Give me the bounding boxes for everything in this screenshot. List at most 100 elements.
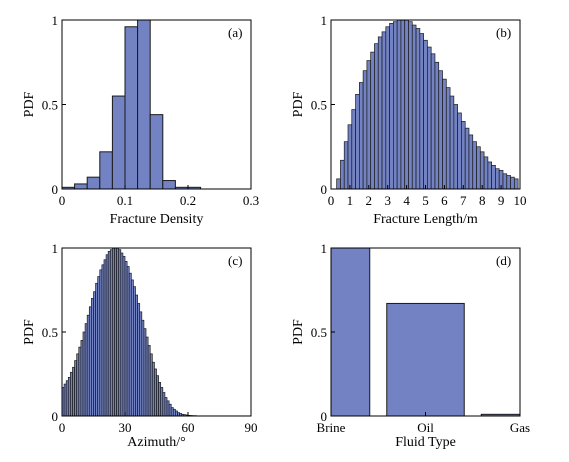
histogram-bar [487,161,492,190]
panel-a-xlabel: Fracture Density [110,212,204,227]
panel-a: (a) 0 0.1 0.2 0.3 0 0.5 1 Fracture Density PDF [22,13,259,227]
histogram-bar [370,51,375,190]
histogram-bar [449,95,455,190]
histogram-bar [472,141,477,190]
histogram-bar [99,151,113,190]
histogram-bar [461,121,466,190]
histogram-bar [355,94,360,190]
histogram-bar [362,70,368,190]
x-tick-label: 6 [441,193,448,208]
histogram-bar [162,180,176,190]
histogram-bar [149,114,164,190]
y-tick-label: 0.5 [42,98,58,113]
x-tick-label: 10 [514,193,527,208]
histogram-bar [366,60,372,190]
panel-c-ylabel: PDF [22,319,37,345]
y-tick-label: 0 [321,409,328,424]
histogram-bar [404,19,409,190]
histogram-bar [377,36,383,190]
panel-d: (d) Brine Oil Gas 0 0.5 1 Fluid Type PDF [291,241,530,450]
panel-c-label: (c) [228,253,242,268]
histogram-bar [491,164,496,190]
histogram-bar [137,19,151,190]
x-tick-label: 0 [59,193,66,208]
x-tick-label: 0.3 [243,193,259,208]
x-tick-label: 30 [119,420,132,435]
histogram-bar [427,46,432,190]
histogram-bar [483,156,489,190]
y-tick-label: 1 [52,13,59,28]
panel-b-bars [336,19,519,190]
histogram-bar [464,127,470,190]
panel-d-xlabel: Fluid Type [395,435,456,450]
panel-d-label: (d) [496,253,511,268]
panel-b-xlabel: Fracture Length/m [373,212,478,227]
y-tick-label: 1 [52,241,59,256]
x-tick-label: 0 [328,193,335,208]
histogram-bar [442,78,447,190]
x-tick-label: 0.2 [180,193,196,208]
panel-a-label: (a) [228,25,242,40]
histogram-bar [506,175,511,190]
x-tick-label: Oil [417,420,434,435]
x-tick-label: 90 [245,420,258,435]
x-tick-label: Gas [510,420,530,435]
x-tick-label: 2 [366,193,373,208]
histogram-bar [343,141,349,190]
histogram-bar [359,82,364,190]
histogram-bar [396,19,402,190]
histogram-bar [419,33,424,190]
histogram-bar [385,26,390,190]
histogram-bar [479,151,485,190]
histogram-bar [513,178,519,190]
histogram-bar [423,39,428,190]
histogram-bar [393,21,398,190]
histogram-bar [111,95,126,190]
y-tick-label: 0 [321,182,328,197]
y-tick-label: 0 [52,182,59,197]
histogram-bar [502,173,508,190]
x-tick-label: 60 [182,420,195,435]
histogram-bar [408,21,413,190]
x-tick-label: 4 [403,193,410,208]
histogram-bar [74,183,88,190]
histogram-bar [430,53,436,190]
panel-a-ylabel: PDF [22,91,37,117]
panel-d-ticks: Brine Oil Gas 0 0.5 1 [311,241,530,435]
x-tick-label: 5 [422,193,429,208]
histogram-bar [400,19,406,190]
panel-c-ticks: 0 30 60 90 0 0.5 1 [42,241,258,435]
panel-c-axes-frame [61,247,252,417]
histogram-bar [476,146,481,190]
x-tick-label: 9 [498,193,505,208]
histogram-bar [381,31,387,190]
histogram-bar [510,176,515,190]
histogram-bar [468,134,474,190]
x-tick-label: 8 [479,193,486,208]
panel-c: (c) 0 30 60 90 0 0.5 1 Azimuth/° PDF [22,241,258,450]
panel-a-axes-frame [61,19,252,190]
y-tick-label: 0.5 [311,325,327,340]
histogram-bar [453,104,458,190]
histogram-bar [411,24,417,190]
panel-d-ylabel: PDF [291,319,306,345]
x-tick-label: 1 [347,193,354,208]
histogram-bar [86,176,101,190]
histogram-bar [374,43,379,190]
panel-d-axes-frame [330,247,521,417]
histogram-bar [445,87,451,190]
histogram-bar [434,61,440,190]
x-tick-label: 0 [59,420,66,435]
histogram-bar [415,28,421,190]
x-tick-label: 3 [384,193,391,208]
histogram-bar [495,168,500,190]
histogram-bar [438,70,443,190]
panel-b-label: (b) [496,25,511,40]
histogram-bar [347,124,353,190]
histogram-bar [457,112,462,190]
histogram-bar [340,159,345,190]
y-tick-label: 0 [52,409,59,424]
histogram-bar [389,23,394,190]
